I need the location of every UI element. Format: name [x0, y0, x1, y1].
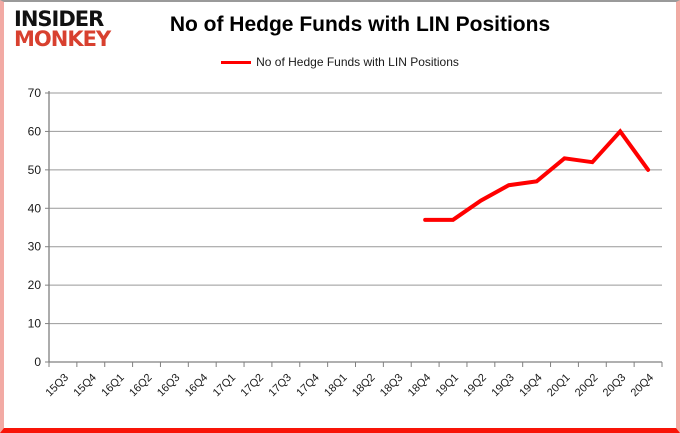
svg-text:17Q3: 17Q3: [266, 372, 294, 400]
logo-text-monkey: MONKEY: [14, 26, 111, 51]
svg-text:18Q1: 18Q1: [322, 372, 350, 400]
svg-text:15Q3: 15Q3: [44, 372, 72, 400]
insider-monkey-logo: INSIDER MONKEY: [14, 7, 111, 51]
chart-title: No of Hedge Funds with LIN Positions: [169, 13, 551, 36]
svg-text:70: 70: [28, 86, 42, 100]
svg-text:0: 0: [34, 355, 41, 369]
svg-text:20Q1: 20Q1: [545, 372, 573, 400]
svg-text:18Q4: 18Q4: [406, 372, 434, 400]
svg-text:16Q2: 16Q2: [127, 372, 155, 400]
svg-text:16Q1: 16Q1: [99, 372, 127, 400]
legend-label: No of Hedge Funds with LIN Positions: [256, 55, 459, 69]
svg-text:40: 40: [28, 201, 42, 215]
svg-text:19Q1: 19Q1: [434, 372, 462, 400]
svg-text:17Q1: 17Q1: [211, 372, 239, 400]
svg-text:15Q4: 15Q4: [71, 372, 99, 400]
svg-text:30: 30: [28, 240, 42, 254]
svg-text:17Q4: 17Q4: [294, 372, 322, 400]
svg-text:17Q2: 17Q2: [239, 372, 267, 400]
svg-text:50: 50: [28, 163, 42, 177]
svg-text:18Q2: 18Q2: [350, 372, 378, 400]
svg-text:20Q4: 20Q4: [629, 372, 657, 400]
svg-text:19Q3: 19Q3: [489, 372, 517, 400]
svg-text:10: 10: [28, 317, 42, 331]
legend-line-marker: [221, 60, 252, 64]
svg-text:16Q4: 16Q4: [183, 372, 211, 400]
legend: No of Hedge Funds with LIN Positions: [4, 55, 676, 69]
svg-text:19Q2: 19Q2: [461, 372, 489, 400]
svg-text:16Q3: 16Q3: [155, 372, 183, 400]
svg-text:20: 20: [28, 278, 42, 292]
svg-text:18Q3: 18Q3: [378, 372, 406, 400]
svg-text:20Q2: 20Q2: [573, 372, 601, 400]
svg-text:20Q3: 20Q3: [601, 372, 629, 400]
svg-text:19Q4: 19Q4: [517, 372, 545, 400]
logo-text-insider: INSIDER: [14, 7, 104, 31]
svg-text:60: 60: [28, 124, 42, 138]
